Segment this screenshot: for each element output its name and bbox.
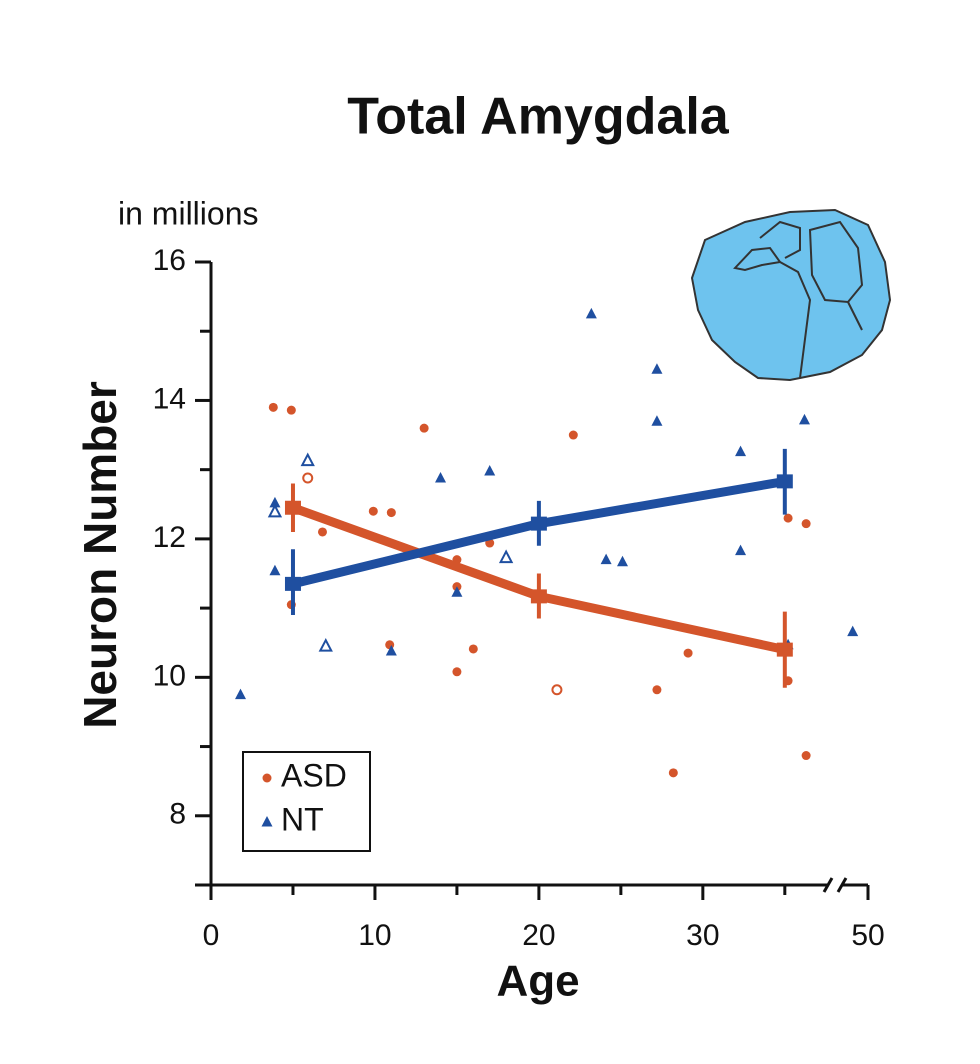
marker xyxy=(600,553,612,565)
marker xyxy=(269,496,281,508)
y-tick-label: 14 xyxy=(153,382,186,415)
y-tick-label: 16 xyxy=(153,244,186,277)
legend-label: ASD xyxy=(281,757,347,793)
marker xyxy=(498,549,514,564)
marker xyxy=(801,751,811,761)
x-axis-label: Age xyxy=(496,957,579,1006)
y-tick-label: 10 xyxy=(153,659,186,692)
y-tick-label: 12 xyxy=(153,521,186,554)
marker xyxy=(451,586,463,597)
marker xyxy=(235,688,247,700)
marker xyxy=(783,513,793,523)
x-tick-label: 20 xyxy=(522,919,555,952)
marker xyxy=(268,402,278,412)
marker xyxy=(286,405,296,415)
y-axis-label: Neuron Number xyxy=(74,381,126,729)
marker xyxy=(368,506,378,516)
marker xyxy=(651,415,663,426)
marker xyxy=(385,645,397,656)
marker xyxy=(585,307,597,319)
y-unit: in millions xyxy=(118,195,258,231)
axis-break xyxy=(822,877,834,893)
x-tick-label: 30 xyxy=(686,919,719,952)
marker xyxy=(735,544,747,556)
marker xyxy=(300,452,315,467)
marker xyxy=(683,648,693,658)
marker xyxy=(551,684,563,696)
marker xyxy=(651,363,663,374)
marker xyxy=(386,508,396,518)
x-tick-label: 50 xyxy=(851,919,884,952)
y-tick-label: 8 xyxy=(169,798,186,831)
marker xyxy=(318,638,333,652)
marker xyxy=(798,413,810,425)
legend-box xyxy=(242,751,371,852)
legend-marker xyxy=(262,773,272,783)
chart-title: Total Amygdala xyxy=(347,88,729,146)
legend-marker xyxy=(261,816,273,827)
marker xyxy=(484,465,496,476)
marker xyxy=(617,555,629,567)
axis-break xyxy=(836,877,848,893)
legend-label: NT xyxy=(281,801,324,837)
marker xyxy=(801,519,811,529)
marker xyxy=(468,644,478,654)
amygdala-icon xyxy=(690,208,892,382)
marker xyxy=(435,471,447,483)
marker xyxy=(267,503,283,518)
marker xyxy=(317,527,327,537)
x-tick-label: 10 xyxy=(358,919,391,952)
marker xyxy=(847,625,859,637)
marker xyxy=(668,768,678,778)
marker xyxy=(452,667,462,677)
marker xyxy=(302,472,314,484)
marker xyxy=(269,564,281,576)
x-tick-label: 0 xyxy=(203,919,220,952)
marker xyxy=(652,685,662,695)
marker xyxy=(419,423,429,433)
marker xyxy=(735,445,747,457)
marker xyxy=(568,430,578,440)
